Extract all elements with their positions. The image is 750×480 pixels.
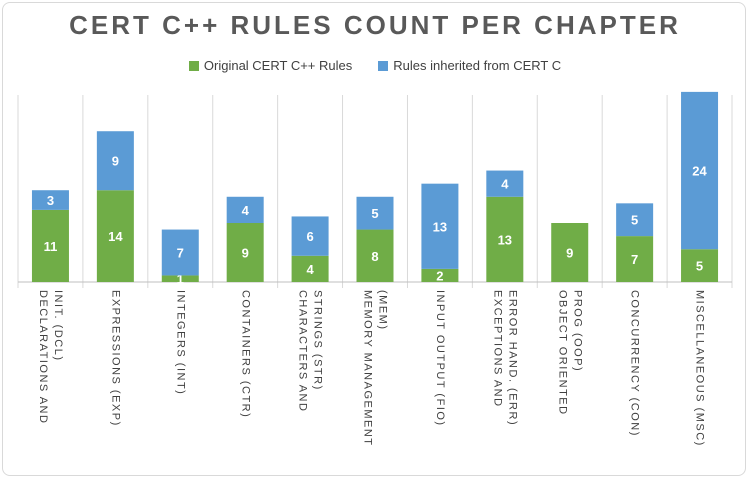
chart-title: CERT C++ RULES COUNT PER CHAPTER <box>69 10 681 40</box>
data-label-original-9: 9 <box>566 246 573 261</box>
category-label-1: DECLARATIONS AND <box>37 290 49 424</box>
category-label-9: OBJECT ORIENTED <box>556 290 568 416</box>
bar-inherited-3 <box>161 229 199 276</box>
legend-label-original: Original CERT C++ Rules <box>203 58 353 73</box>
category-label-2: EXPRESSIONS (EXP) <box>109 290 121 427</box>
bar-inherited-8 <box>486 170 524 197</box>
bar-original-2 <box>96 190 134 282</box>
data-label-original-10: 7 <box>631 252 638 267</box>
category-label-6: (MEM) <box>377 290 389 331</box>
data-label-original-7: 2 <box>436 268 443 283</box>
bar-original-10 <box>616 236 654 282</box>
bar-inherited-1 <box>31 190 69 210</box>
category-label-6: MEMORY MANAGEMENT <box>362 290 374 447</box>
data-label-original-11: 5 <box>696 259 703 274</box>
data-label-inherited-10: 5 <box>631 213 638 228</box>
bar-original-5 <box>291 255 329 282</box>
legend-item-inherited: Rules inherited from CERT C <box>378 58 561 73</box>
legend-swatch-original <box>188 60 199 71</box>
category-label-5: STRINGS (STR) <box>312 290 324 391</box>
data-label-inherited-5: 6 <box>306 229 313 244</box>
bar-original-4 <box>226 223 264 282</box>
data-label-inherited-4: 4 <box>242 203 250 218</box>
category-label-3: INTEGERS (INT) <box>174 290 186 395</box>
data-label-inherited-3: 7 <box>177 246 184 261</box>
bar-inherited-2 <box>96 131 134 191</box>
legend-swatch-inherited <box>378 60 389 71</box>
data-label-original-1: 11 <box>44 239 58 254</box>
data-label-inherited-11: 24 <box>692 164 707 179</box>
data-label-inherited-2: 9 <box>112 154 119 169</box>
chart-legend: Original CERT C++ Rules Rules inherited … <box>0 58 750 73</box>
category-label-8: ERROR HAND. (ERR) <box>506 290 518 426</box>
category-label-11: MISCELLANEOUS (MSC) <box>694 290 706 447</box>
bar-original-6 <box>356 229 394 282</box>
category-label-9: PROG (OOP) <box>571 290 583 372</box>
category-label-4: CONTAINERS (CTR) <box>239 290 251 418</box>
data-label-inherited-8: 4 <box>501 177 509 192</box>
bar-original-11 <box>681 249 719 282</box>
data-label-inherited-1: 3 <box>47 193 54 208</box>
bar-inherited-4 <box>226 196 264 223</box>
bar-original-8 <box>486 196 524 282</box>
data-label-original-6: 8 <box>371 249 378 264</box>
legend-label-inherited: Rules inherited from CERT C <box>393 58 562 73</box>
bar-original-3 <box>161 275 199 282</box>
data-label-inherited-7: 13 <box>433 219 447 234</box>
category-label-10: CONCURRENCY (CON) <box>629 290 641 437</box>
data-label-original-5: 4 <box>306 262 314 277</box>
bar-inherited-10 <box>616 203 654 237</box>
data-label-original-8: 13 <box>498 232 512 247</box>
legend-item-original: Original CERT C++ Rules <box>188 58 353 73</box>
bar-original-1 <box>31 209 69 282</box>
data-label-original-4: 9 <box>242 246 249 261</box>
bar-inherited-11 <box>681 91 719 250</box>
bar-inherited-6 <box>356 196 394 230</box>
bar-inherited-5 <box>291 216 329 256</box>
category-label-1: INIT. (DCL) <box>52 290 64 362</box>
category-label-7: INPUT OUTPUT (FIO) <box>434 290 446 427</box>
category-label-5: CHARACTERS AND <box>297 290 309 412</box>
data-label-inherited-6: 5 <box>371 206 378 221</box>
bar-inherited-7 <box>421 183 459 269</box>
category-label-8: EXCEPTIONS AND <box>491 290 503 408</box>
bar-original-7 <box>421 268 459 282</box>
data-label-original-2: 14 <box>108 229 123 244</box>
bar-original-9 <box>551 223 589 282</box>
data-label-original-3: 1 <box>177 272 184 287</box>
